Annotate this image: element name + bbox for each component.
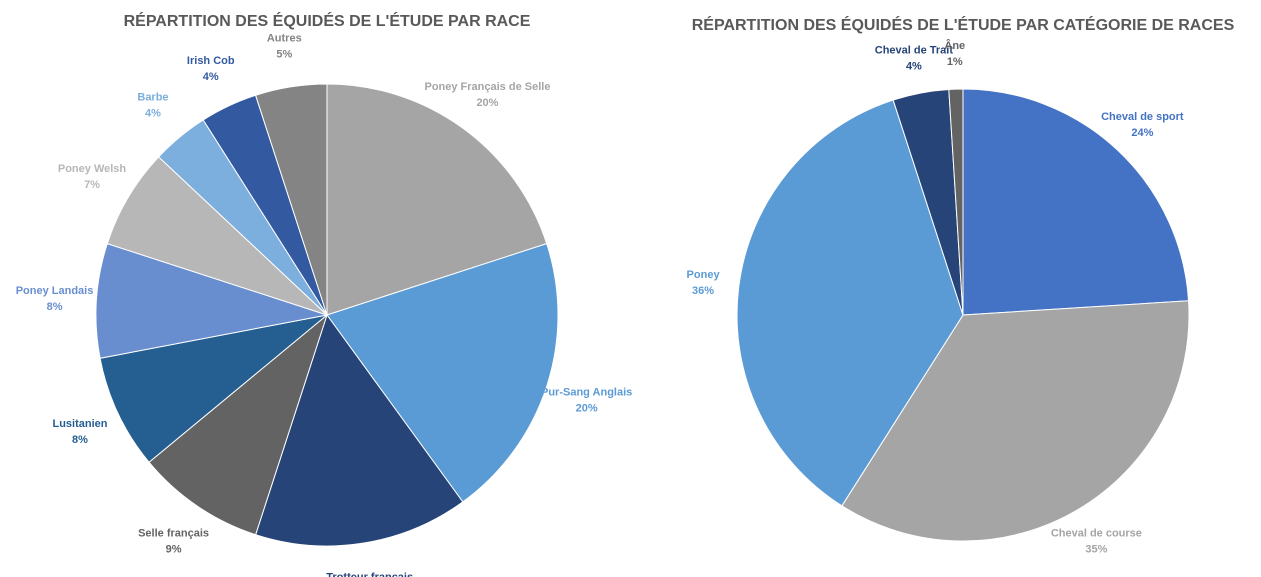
slice-label: Poney <box>687 269 721 281</box>
pie-slice <box>254 313 464 547</box>
pie-slice <box>841 300 1190 542</box>
pie-slice <box>736 99 964 507</box>
slice-value: 4% <box>145 108 161 120</box>
slice-value: 1% <box>947 56 963 68</box>
slice-value: 8% <box>72 434 88 446</box>
pie-slice <box>99 314 328 463</box>
slice-label: Poney Landais <box>16 285 94 297</box>
pie-slice <box>95 242 328 359</box>
slice-label: Selle français <box>138 528 209 540</box>
slice-label: Âne <box>944 39 965 52</box>
slice-label: Cheval de sport <box>1101 111 1184 123</box>
slice-value: 4% <box>906 61 922 73</box>
slice-value: 8% <box>47 301 63 313</box>
slice-label: Lusitanien <box>52 418 107 430</box>
slice-label: Barbe <box>137 92 168 104</box>
slice-label: Cheval de course <box>1051 527 1142 539</box>
pie-slice <box>948 88 964 316</box>
slice-label: Poney Français de Selle <box>424 81 550 93</box>
pie-slice <box>326 242 559 503</box>
slice-value: 35% <box>1085 543 1107 555</box>
slice-value: 4% <box>203 71 219 83</box>
slice-label: Irish Cob <box>187 55 235 67</box>
pie-slice <box>962 88 1190 316</box>
slice-value: 36% <box>692 285 714 297</box>
slice-value: 20% <box>576 402 598 414</box>
chart-title: RÉPARTITION DES ÉQUIDÉS DE L'ÉTUDE PAR R… <box>124 11 531 30</box>
slice-label: Pur-Sang Anglais <box>541 386 632 398</box>
pie-slice <box>106 156 328 316</box>
pie-slice <box>326 83 548 316</box>
slice-label: Cheval de Trait <box>875 45 954 57</box>
slice-value: 24% <box>1131 127 1153 139</box>
slice-label: Autres <box>267 32 302 44</box>
chart-title: RÉPARTITION DES ÉQUIDÉS DE L'ÉTUDE PAR C… <box>692 15 1235 34</box>
slice-value: 20% <box>476 97 498 109</box>
slice-label: Trotteur français <box>326 572 413 577</box>
pie-slice <box>148 313 329 536</box>
slice-value: 5% <box>276 48 292 60</box>
pie-slice <box>254 83 328 316</box>
slice-label: Poney Welsh <box>58 163 127 175</box>
slice-value: 7% <box>84 179 100 191</box>
slice-value: 9% <box>166 544 182 556</box>
